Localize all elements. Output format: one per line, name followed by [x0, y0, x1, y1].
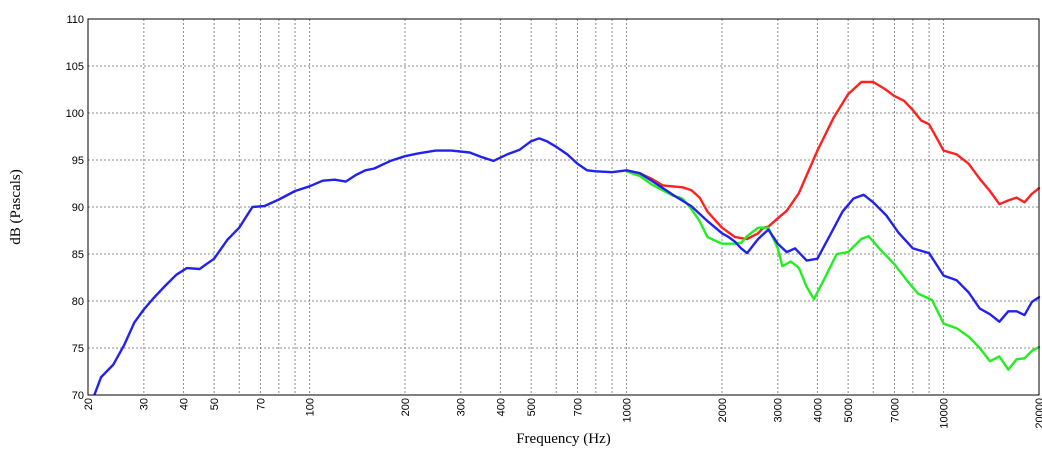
y-tick-label: 90 [72, 202, 84, 214]
x-tick-label: 7000 [889, 398, 901, 422]
x-axis-title: Frequency (Hz) [516, 431, 611, 447]
plot-frame [87, 18, 1040, 396]
x-tick-label: 200 [400, 398, 412, 416]
x-tick-label: 70 [255, 398, 267, 410]
y-axis-title: dB (Pascals) [8, 169, 24, 244]
x-tick-label: 3000 [773, 398, 785, 422]
x-tick-label: 100 [304, 398, 316, 416]
grid [88, 19, 1039, 395]
x-tick-label: 10000 [938, 398, 950, 429]
x-tick-label: 400 [495, 398, 507, 416]
x-tick-label: 700 [572, 398, 584, 416]
y-tick-label: 110 [66, 14, 84, 26]
y-tick-label: 70 [72, 390, 84, 402]
series-line-1 [625, 80, 1041, 241]
x-tick-label: 1000 [621, 398, 633, 422]
y-tick-label: 105 [66, 61, 84, 73]
x-tick-label: 50 [209, 398, 221, 410]
x-tick-label: 300 [456, 398, 468, 416]
x-tick-label: 40 [178, 398, 190, 410]
y-tick-label: 80 [72, 296, 84, 308]
y-tick-label: 100 [66, 108, 84, 120]
x-tick-label: 2000 [717, 398, 729, 422]
x-tick-label: 20 [83, 398, 95, 410]
x-tick-label: 500 [526, 398, 538, 416]
series-line-2 [625, 170, 1041, 371]
x-tick-label: 5000 [843, 398, 855, 422]
x-tick-label: 4000 [812, 398, 824, 422]
x-axis-ticks: 20 30 40 50 70 100 200 300 400 500 700 1000 2000 3000… [83, 398, 1042, 429]
series-line-3 [93, 137, 1041, 396]
y-tick-label: 85 [72, 249, 84, 261]
x-tick-label: 20000 [1034, 398, 1042, 429]
series-group [93, 80, 1041, 396]
y-axis-ticks: 70 75 80 85 90 95 100 105 110 [66, 14, 84, 402]
y-tick-label: 75 [72, 343, 84, 355]
x-tick-label: 30 [139, 398, 151, 410]
y-tick-label: 95 [72, 155, 84, 167]
